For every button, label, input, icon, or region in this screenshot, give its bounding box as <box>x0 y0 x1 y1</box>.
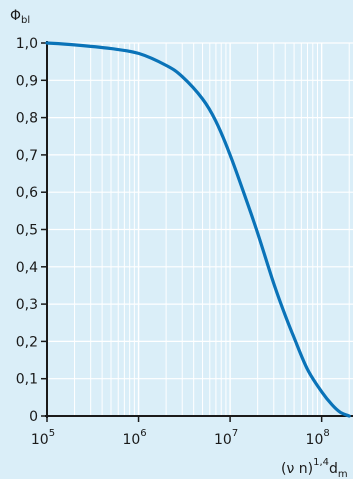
y-tick-label: 0,2 <box>16 334 38 350</box>
x-axis-title-tail: d <box>329 461 338 477</box>
y-tick-label: 0,6 <box>16 185 38 201</box>
y-axis-title-sub: bl <box>21 15 30 26</box>
y-axis-title-main: Φ <box>10 8 21 24</box>
y-tick-label: 0,7 <box>16 148 38 164</box>
x-axis-title-tail-sub: m <box>338 469 348 479</box>
y-tick-label: 0,4 <box>16 260 38 276</box>
y-tick-label: 0,5 <box>16 223 38 239</box>
grid <box>47 43 353 416</box>
y-tick-label: 0,3 <box>16 297 38 313</box>
y-tick-label: 0,9 <box>16 73 38 89</box>
x-axis-title: (ν n)1,4dm <box>281 457 348 479</box>
y-axis-title: Φbl <box>10 8 30 26</box>
tick-labels: 0 0,1 0,2 0,3 0,4 0,5 0,6 0,7 0,8 0,9 1,0 105 106 107… <box>16 36 330 448</box>
x-axis-title-sup: 1,4 <box>313 457 329 468</box>
x-tick-label: 106 <box>122 428 146 448</box>
y-tick-label: 0 <box>29 409 38 425</box>
y-tick-label: 0,1 <box>16 372 38 388</box>
y-tick-label: 1,0 <box>16 36 38 52</box>
x-tick-label: 108 <box>306 428 330 448</box>
x-tick-label: 107 <box>214 428 238 448</box>
y-tick-label: 0,8 <box>16 111 38 127</box>
x-axis-title-main: (ν n) <box>281 461 313 477</box>
x-tick-label: 105 <box>31 428 55 448</box>
